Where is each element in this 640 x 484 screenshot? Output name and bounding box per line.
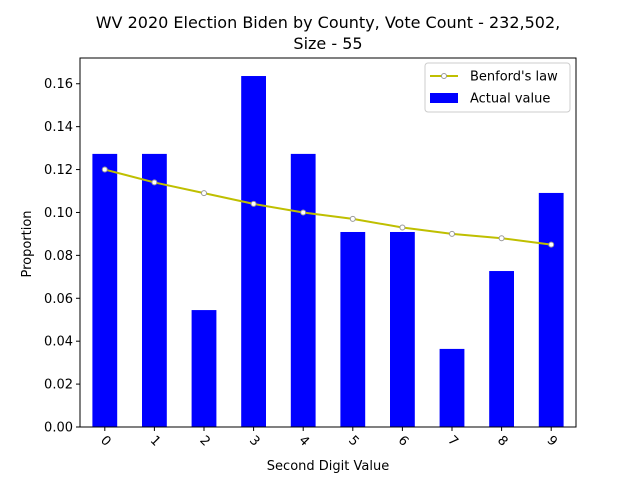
benford-point-9 xyxy=(548,241,555,248)
x-axis-label: Second Digit Value xyxy=(267,459,389,474)
legend: Benford's law Actual value xyxy=(424,62,571,113)
x-tick-label: 7 xyxy=(444,433,460,449)
legend-actual-swatch xyxy=(430,93,458,103)
benford-line xyxy=(104,168,552,246)
bar-5 xyxy=(340,231,366,427)
benford-point-8 xyxy=(498,235,505,242)
benford-point-6 xyxy=(399,224,406,231)
bar-9 xyxy=(538,192,564,427)
x-tick-label: 4 xyxy=(296,433,312,449)
legend-actual-label: Actual value xyxy=(470,92,550,107)
bars-group xyxy=(92,76,564,427)
bar-8 xyxy=(489,271,514,427)
bar-4 xyxy=(290,153,316,427)
benford-point-1 xyxy=(151,179,158,186)
bar-6 xyxy=(390,231,415,427)
benford-line-group xyxy=(101,166,555,248)
bar-3 xyxy=(241,76,266,427)
legend-box xyxy=(424,62,571,113)
x-tick-label: 5 xyxy=(345,433,361,449)
benford-point-5 xyxy=(349,215,356,222)
legend-benford-label: Benford's law xyxy=(470,70,558,85)
y-tick-label: 0.08 xyxy=(44,249,73,264)
benford-point-4 xyxy=(300,209,307,216)
benford-point-0 xyxy=(101,166,108,173)
y-tick-label: 0.02 xyxy=(44,378,73,393)
benford-point-2 xyxy=(201,190,207,197)
bar-7 xyxy=(439,348,465,427)
y-tick-label: 0.12 xyxy=(44,163,73,178)
x-tick-label: 8 xyxy=(494,433,510,449)
bar-2 xyxy=(191,310,217,427)
y-tick-label: 0.04 xyxy=(44,335,73,350)
x-tick-label: 1 xyxy=(147,433,163,449)
y-tick-label: 0.10 xyxy=(44,206,73,221)
chart-title-line-2: Size - 55 xyxy=(293,34,362,53)
x-tick-label: 6 xyxy=(395,433,411,449)
x-tick-label: 2 xyxy=(196,433,212,449)
x-axis: 0 1 2 3 4 5 6 7 8 9 xyxy=(97,427,560,450)
benford-point-7 xyxy=(449,230,455,237)
y-axis-label: Proportion xyxy=(20,210,35,277)
chart-title-line-1: WV 2020 Election Biden by County, Vote C… xyxy=(96,13,561,32)
x-tick-label: 9 xyxy=(544,433,560,449)
y-tick-label: 0.16 xyxy=(44,77,73,92)
x-tick-label: 3 xyxy=(246,433,262,449)
y-axis: 0.00 0.02 0.04 0.06 0.08 0.10 0.12 0.14 0.16 xyxy=(44,77,80,436)
x-tick-label: 0 xyxy=(97,433,113,449)
y-tick-label: 0.06 xyxy=(44,292,73,307)
y-tick-label: 0.14 xyxy=(44,120,73,135)
bar-0 xyxy=(92,153,118,427)
bar-1 xyxy=(142,153,167,427)
y-tick-label: 0.00 xyxy=(44,421,73,436)
legend-benford-marker xyxy=(441,73,447,79)
benford-point-3 xyxy=(250,200,257,207)
plot-frame xyxy=(79,57,577,428)
